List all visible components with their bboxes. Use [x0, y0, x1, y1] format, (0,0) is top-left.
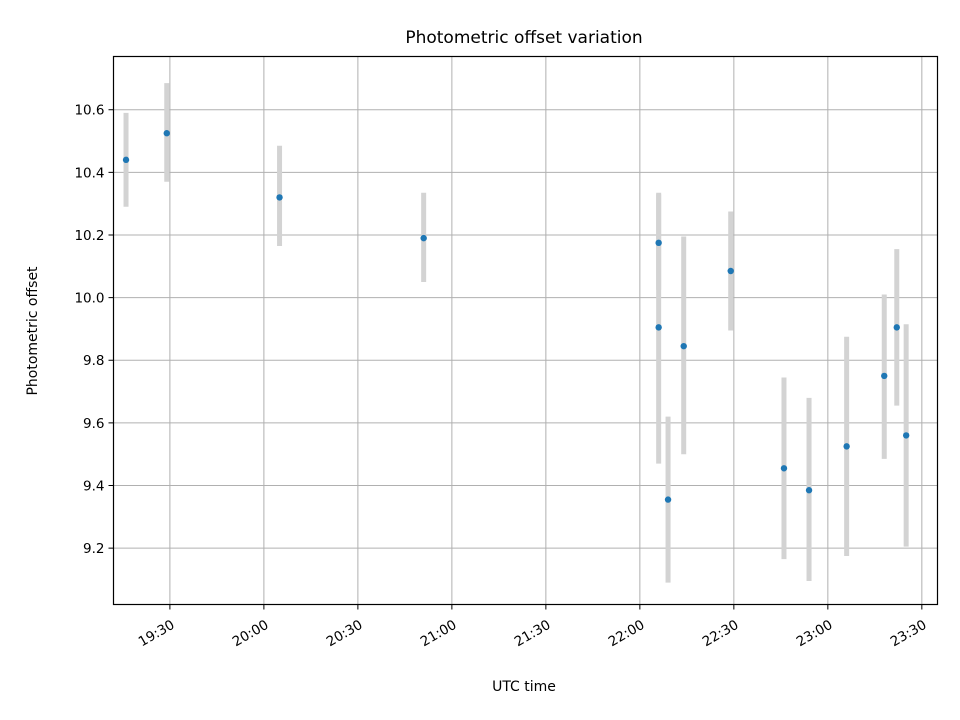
- y-tick-label: 9.8: [83, 353, 104, 369]
- data-point: [680, 342, 687, 350]
- chart-title: Photometric offset variation: [405, 28, 642, 48]
- data-point: [122, 156, 130, 164]
- y-tick-label: 9.4: [83, 479, 104, 495]
- data-point: [655, 324, 662, 331]
- y-tick-label: 10.4: [74, 165, 104, 181]
- x-tick-label: 21:30: [512, 617, 554, 650]
- data-point: [843, 443, 850, 450]
- x-axis: 19:30 20:00 20:30 21:00 21:30 22:00 22:30 23:00…: [136, 604, 930, 650]
- x-tick-label: 21:00: [418, 617, 460, 650]
- data-point: [420, 234, 427, 242]
- y-tick-label: 10.2: [74, 228, 104, 244]
- data-point: [655, 239, 662, 247]
- x-tick-label: 23:00: [794, 617, 836, 650]
- y-axis: 9.2 9.4 9.6 9.8 10.0 10.2 10.4 10.6: [74, 103, 114, 557]
- data-point: [881, 372, 888, 380]
- y-tick-label: 10.0: [74, 291, 104, 307]
- data-point: [276, 194, 283, 201]
- plot-frame: [112, 55, 939, 606]
- data-points: [122, 130, 910, 503]
- data-point: [163, 130, 170, 137]
- x-tick-label: 19:30: [136, 617, 178, 650]
- x-axis-label: UTC time: [492, 679, 556, 695]
- x-tick-label: 20:30: [324, 617, 366, 650]
- x-tick-label: 22:00: [606, 617, 648, 650]
- data-point: [805, 487, 813, 494]
- x-tick-label: 20:00: [230, 617, 272, 650]
- data-point: [893, 324, 900, 331]
- y-tick-label: 9.2: [83, 541, 104, 557]
- y-tick-label: 9.6: [83, 416, 104, 432]
- data-point: [727, 267, 734, 275]
- grid: [113, 56, 938, 605]
- data-point: [902, 432, 910, 439]
- error-bars: [123, 83, 909, 583]
- data-point: [664, 496, 672, 503]
- x-tick-label: 23:30: [888, 617, 930, 650]
- x-tick-label: 22:30: [700, 617, 742, 650]
- y-tick-label: 10.6: [74, 103, 104, 119]
- data-point: [780, 465, 788, 472]
- y-axis-label: Photometric offset: [25, 266, 41, 396]
